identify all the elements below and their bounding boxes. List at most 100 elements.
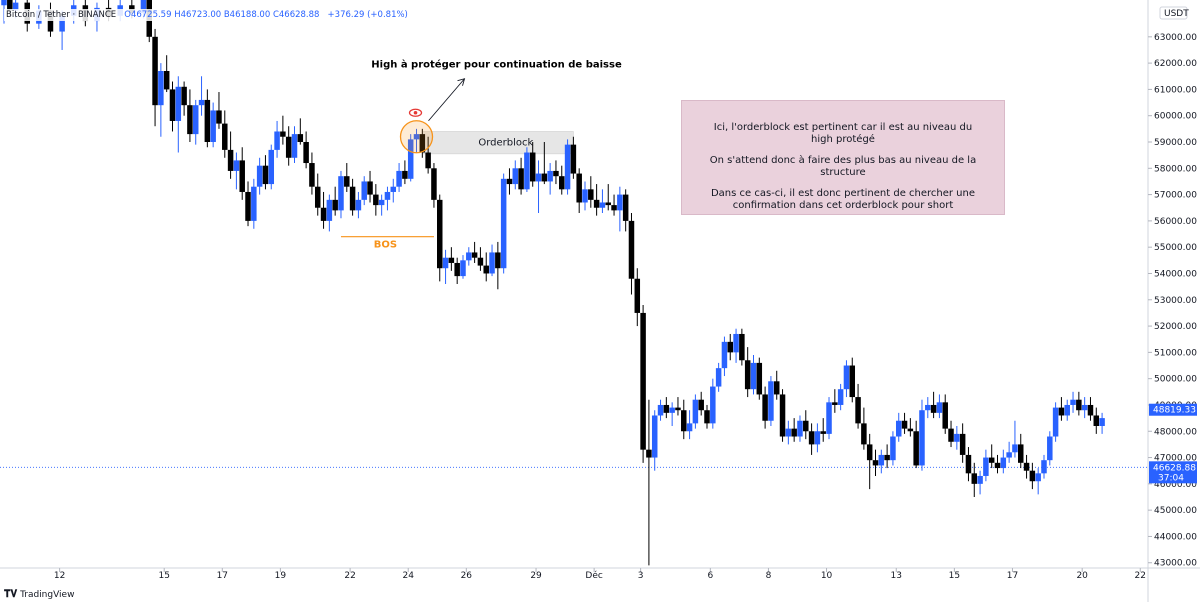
candle-up bbox=[895, 420, 902, 437]
candle-up bbox=[1070, 399, 1076, 405]
candle-down bbox=[402, 170, 408, 179]
candle-down bbox=[559, 176, 565, 190]
candle-up bbox=[12, 2, 19, 11]
price-label: 46628.88 bbox=[1153, 463, 1196, 473]
candle-up bbox=[768, 381, 774, 421]
candle-down bbox=[605, 202, 611, 206]
candle-up bbox=[390, 186, 397, 192]
candle-down bbox=[948, 428, 954, 442]
note-line-1: Ici, l'orderblock est pertinent car il e… bbox=[713, 122, 973, 145]
candle-down bbox=[588, 189, 594, 200]
candle-down bbox=[518, 168, 524, 190]
candle-down bbox=[861, 423, 867, 445]
candle-down bbox=[227, 149, 234, 171]
candle-down bbox=[541, 173, 548, 182]
candle-up bbox=[669, 407, 675, 413]
x-tick-label: Déc bbox=[585, 570, 602, 581]
candle-down bbox=[866, 444, 873, 461]
candle-up bbox=[233, 160, 240, 171]
y-tick-label: 48000.00 bbox=[1154, 427, 1197, 437]
x-tick-label: 15 bbox=[949, 571, 960, 581]
candle-down bbox=[646, 449, 652, 458]
candle-up bbox=[326, 199, 333, 221]
y-tick-label: 46000.00 bbox=[1154, 480, 1197, 490]
candle-down bbox=[297, 134, 304, 142]
tradingview-text: TradingView bbox=[20, 589, 75, 600]
candle-up bbox=[890, 436, 896, 461]
exchange-name: BINANCE bbox=[77, 10, 117, 20]
candles-layer bbox=[1, 0, 1105, 566]
candle-down bbox=[216, 110, 222, 124]
candle-up bbox=[651, 415, 658, 458]
candle-down bbox=[187, 105, 193, 135]
candle-down bbox=[942, 402, 948, 429]
x-tick-label: 12 bbox=[54, 571, 65, 581]
candle-up bbox=[524, 152, 530, 190]
candle-up bbox=[814, 431, 821, 445]
arrow-head-icon bbox=[457, 78, 466, 86]
candle-down bbox=[483, 265, 489, 274]
candle-down bbox=[169, 89, 176, 121]
candle-down bbox=[727, 341, 733, 353]
candle-up bbox=[599, 202, 606, 208]
currency-label: USDT bbox=[1164, 9, 1189, 19]
eye-icon bbox=[408, 108, 423, 117]
y-tick-label: 63000.00 bbox=[1154, 33, 1197, 43]
candle-up bbox=[256, 165, 263, 187]
candle-up bbox=[210, 110, 216, 142]
candle-down bbox=[971, 473, 978, 484]
candle-up bbox=[837, 389, 844, 405]
candle-up bbox=[936, 402, 943, 413]
y-tick-label: 55000.00 bbox=[1154, 243, 1197, 253]
candle-up bbox=[535, 173, 542, 182]
candle-down bbox=[634, 278, 641, 313]
candle-up bbox=[1, 0, 7, 6]
candle-down bbox=[628, 220, 635, 279]
price-label-box bbox=[1149, 403, 1197, 416]
candle-up bbox=[1041, 460, 1047, 474]
x-tick-label: 15 bbox=[158, 571, 169, 581]
x-tick-label: 13 bbox=[891, 571, 902, 581]
candle-down bbox=[744, 360, 751, 390]
y-tick-label: 58000.00 bbox=[1154, 164, 1197, 174]
candle-down bbox=[808, 431, 815, 445]
candle-down bbox=[622, 194, 629, 221]
candle-down bbox=[204, 99, 211, 142]
currency-badge[interactable] bbox=[1159, 6, 1188, 20]
x-tick-label: 17 bbox=[217, 571, 228, 581]
tradingview-logo-icon: 𝐓𝐕 bbox=[4, 589, 18, 600]
orderblock-label: Orderblock bbox=[478, 138, 533, 149]
candle-down bbox=[901, 420, 908, 429]
candle-down bbox=[570, 144, 577, 174]
y-tick-label: 44000.00 bbox=[1154, 532, 1197, 542]
note-line-2: On s'attend donc à faire des plus bas au… bbox=[709, 155, 977, 178]
candle-down bbox=[611, 205, 617, 211]
x-tick-label: 26 bbox=[461, 571, 473, 581]
y-tick-label: 53000.00 bbox=[1154, 296, 1197, 306]
candle-up bbox=[954, 433, 960, 442]
candle-up bbox=[158, 71, 164, 106]
note-line-3: Dans ce cas-ci, il est donc pertinent de… bbox=[710, 188, 976, 211]
candle-down bbox=[373, 194, 379, 206]
candle-down bbox=[181, 86, 187, 106]
candle-up bbox=[460, 260, 466, 277]
symbol-name[interactable]: Bitcoin / Tether bbox=[6, 10, 70, 20]
candle-down bbox=[471, 252, 478, 258]
candle-down bbox=[245, 191, 251, 221]
candle-down bbox=[448, 257, 455, 263]
candle-up bbox=[251, 186, 257, 221]
candle-down bbox=[965, 454, 972, 474]
candle-down bbox=[477, 257, 484, 266]
candle-down bbox=[849, 365, 856, 398]
candle-down bbox=[959, 433, 966, 455]
candle-down bbox=[907, 428, 914, 432]
candle-up bbox=[355, 199, 362, 211]
candle-down bbox=[739, 333, 745, 361]
candle-down bbox=[495, 252, 501, 269]
candle-down bbox=[675, 407, 681, 411]
candle-up bbox=[1064, 404, 1070, 416]
candle-down bbox=[593, 199, 600, 208]
candle-down bbox=[239, 160, 245, 192]
candle-down bbox=[163, 71, 170, 90]
